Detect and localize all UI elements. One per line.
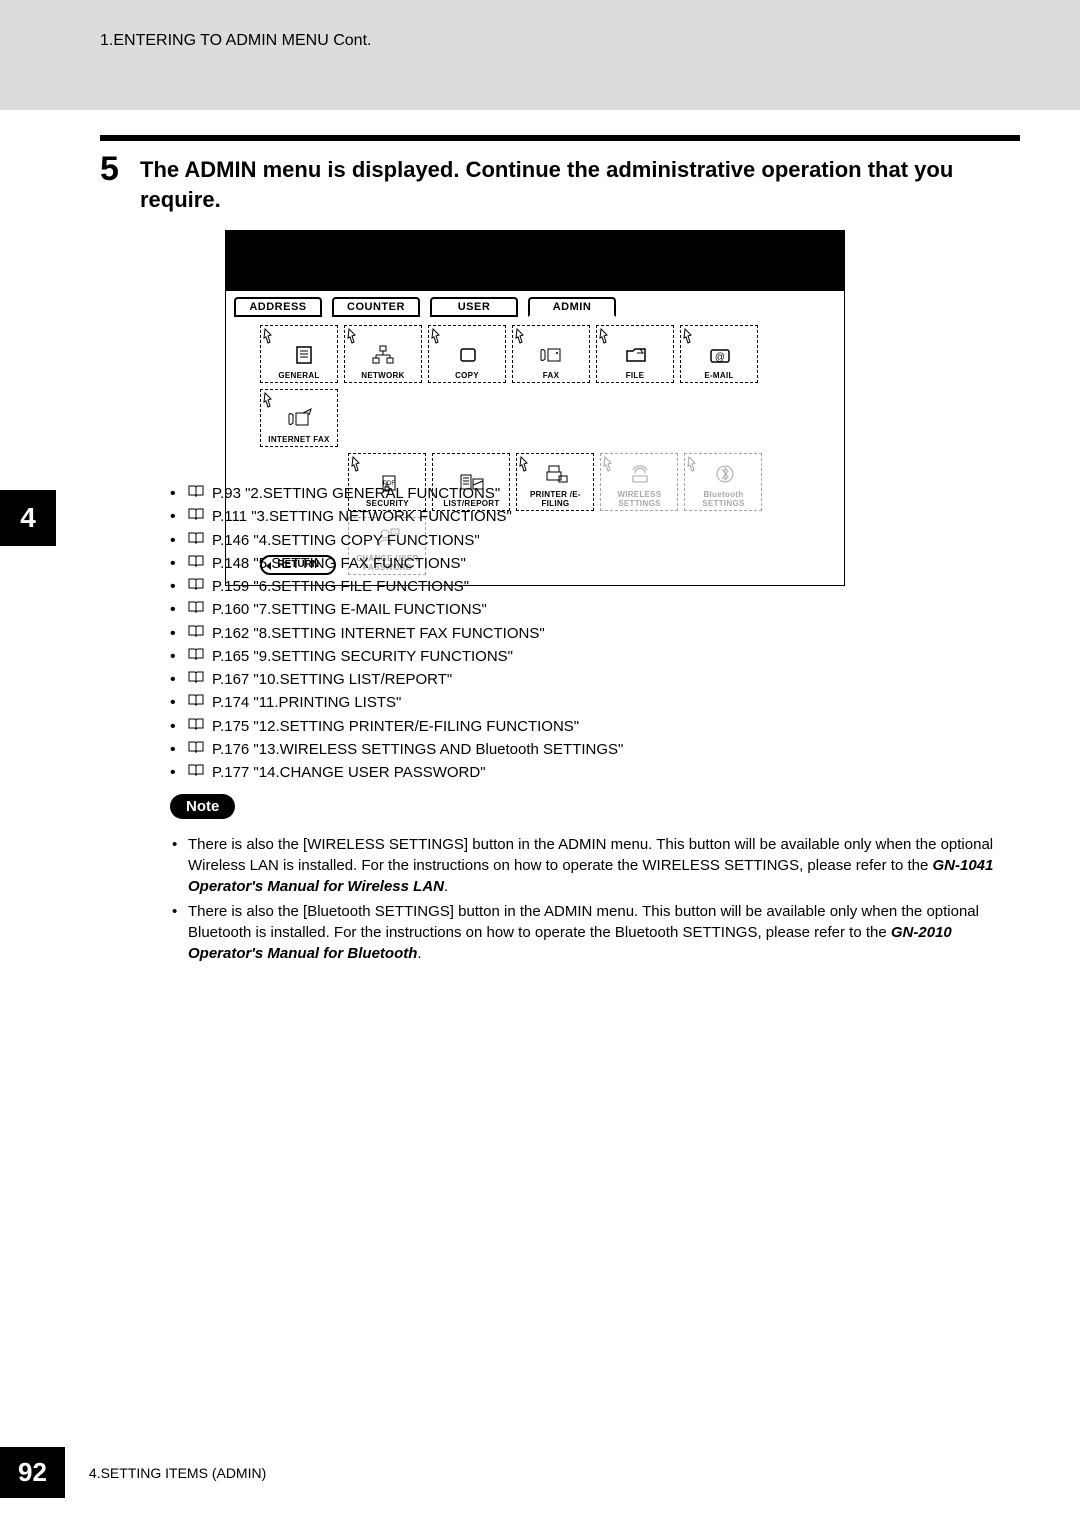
list-item: P.177 "14.CHANGE USER PASSWORD"	[170, 761, 980, 784]
pointer-icon	[519, 456, 529, 474]
pointer-icon	[603, 456, 613, 474]
network-button[interactable]: NETWORK	[344, 325, 422, 383]
section-rule	[100, 135, 1020, 141]
icon-label: FILE	[626, 372, 645, 380]
book-icon	[188, 764, 204, 776]
book-icon	[188, 625, 204, 637]
icon-label: INTERNET FAX	[268, 436, 329, 444]
list-item: P.162 "8.SETTING INTERNET FAX FUNCTIONS"	[170, 622, 980, 645]
file-icon	[613, 340, 657, 370]
pointer-icon	[263, 392, 273, 410]
list-item: P.146 "4.SETTING COPY FUNCTIONS"	[170, 529, 980, 552]
book-icon	[188, 741, 204, 753]
book-icon	[188, 532, 204, 544]
document-page: 1.ENTERING TO ADMIN MENU Cont. 5 The ADM…	[0, 0, 1080, 1526]
book-icon	[188, 648, 204, 660]
book-icon	[188, 555, 204, 567]
pointer-icon	[347, 328, 357, 346]
list-item: P.160 "7.SETTING E-MAIL FUNCTIONS"	[170, 598, 980, 621]
file-button[interactable]: FILE	[596, 325, 674, 383]
book-icon	[188, 601, 204, 613]
book-icon	[188, 508, 204, 520]
note-item: There is also the [Bluetooth SETTINGS] b…	[170, 901, 1000, 964]
fax-icon	[529, 340, 573, 370]
icon-label: GENERAL	[278, 372, 319, 380]
list-item: P.159 "6.SETTING FILE FUNCTIONS"	[170, 575, 980, 598]
pointer-icon	[599, 328, 609, 346]
copy-icon	[445, 340, 489, 370]
pointer-icon	[687, 456, 697, 474]
general-button[interactable]: GENERAL	[260, 325, 338, 383]
list-item: P.174 "11.PRINTING LISTS"	[170, 691, 980, 714]
page-number: 92	[0, 1447, 65, 1498]
note-item: There is also the [WIRELESS SETTINGS] bu…	[170, 834, 1000, 897]
list-item: P.111 "3.SETTING NETWORK FUNCTIONS"	[170, 505, 980, 528]
icon-label: COPY	[455, 372, 479, 380]
tab-address[interactable]: ADDRESS	[234, 297, 322, 317]
tab-counter[interactable]: COUNTER	[332, 297, 420, 317]
note-list: There is also the [WIRELESS SETTINGS] bu…	[170, 834, 1000, 968]
icon-label: NETWORK	[361, 372, 404, 380]
footer-section: 4.SETTING ITEMS (ADMIN)	[89, 1465, 266, 1481]
book-icon	[188, 671, 204, 683]
list-item: P.175 "12.SETTING PRINTER/E-FILING FUNCT…	[170, 715, 980, 738]
screen-titlebar	[225, 230, 845, 290]
book-icon	[188, 694, 204, 706]
list-item: P.148 "5.SETTING FAX FUNCTIONS"	[170, 552, 980, 575]
book-icon	[188, 578, 204, 590]
book-icon	[188, 718, 204, 730]
step-number: 5	[100, 150, 119, 189]
internet-fax-icon	[277, 404, 321, 434]
copy-button[interactable]: COPY	[428, 325, 506, 383]
note-label: Note	[170, 794, 235, 819]
email-icon: @	[697, 340, 741, 370]
pointer-icon	[263, 328, 273, 346]
chapter-tab: 4	[0, 490, 56, 546]
general-icon	[277, 340, 321, 370]
network-icon	[361, 340, 405, 370]
svg-text:@: @	[715, 352, 725, 363]
list-item: P.165 "9.SETTING SECURITY FUNCTIONS"	[170, 645, 980, 668]
breadcrumb: 1.ENTERING TO ADMIN MENU Cont.	[100, 32, 371, 50]
email-button[interactable]: @ E-MAIL	[680, 325, 758, 383]
tab-admin[interactable]: ADMIN	[528, 297, 616, 317]
list-item: P.93 "2.SETTING GENERAL FUNCTIONS"	[170, 482, 980, 505]
tab-user[interactable]: USER	[430, 297, 518, 317]
list-item: P.167 "10.SETTING LIST/REPORT"	[170, 668, 980, 691]
header-band	[0, 0, 1080, 110]
book-icon	[188, 485, 204, 497]
list-item: P.176 "13.WIRELESS SETTINGS AND Bluetoot…	[170, 738, 980, 761]
pointer-icon	[351, 456, 361, 474]
tabs-row: ADDRESS COUNTER USER ADMIN	[234, 297, 836, 317]
page-footer: 92 4.SETTING ITEMS (ADMIN)	[0, 1447, 266, 1498]
step-text: The ADMIN menu is displayed. Continue th…	[140, 155, 1020, 214]
icon-grid-row1: GENERAL NETWORK COPY	[260, 325, 836, 447]
internet-fax-button[interactable]: INTERNET FAX	[260, 389, 338, 447]
fax-button[interactable]: FAX	[512, 325, 590, 383]
reference-list: P.93 "2.SETTING GENERAL FUNCTIONS" P.111…	[170, 482, 980, 784]
icon-label: E-MAIL	[704, 372, 733, 380]
icon-label: FAX	[543, 372, 559, 380]
pointer-icon	[515, 328, 525, 346]
pointer-icon	[683, 328, 693, 346]
pointer-icon	[431, 328, 441, 346]
